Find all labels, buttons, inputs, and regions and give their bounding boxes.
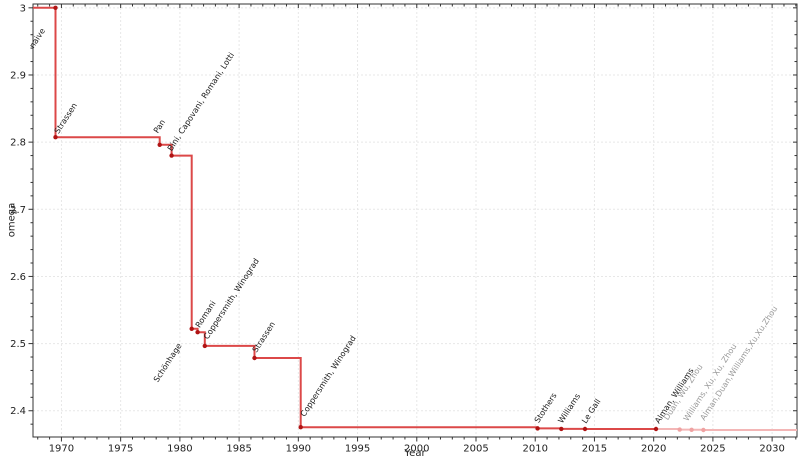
x-tick-label: 2025	[700, 443, 725, 454]
data-point	[53, 5, 58, 10]
x-tick-label: 2020	[641, 443, 666, 454]
data-point-label: Pan	[152, 118, 167, 135]
data-point-label: Strassen	[53, 101, 79, 135]
x-axis-title: Year	[404, 448, 426, 459]
data-point	[677, 427, 682, 432]
x-tick-label: 1985	[226, 443, 251, 454]
data-point	[53, 135, 58, 140]
data-point	[701, 427, 706, 433]
plot-border	[32, 3, 798, 438]
data-point-label: Coppersmith, Winograd	[299, 334, 358, 418]
x-tick-label: 2015	[582, 443, 607, 454]
x-tick-label: 2005	[463, 443, 488, 454]
data-point-label: Alman,Duan,Williams,Xu,Xu,Zhou	[699, 304, 780, 422]
y-axis-title: omega	[6, 202, 18, 238]
data-point	[195, 330, 200, 335]
data-point	[535, 426, 540, 431]
data-point-label: Stothers	[533, 391, 559, 424]
data-point-label: Coppersmith, Winograd	[202, 257, 261, 341]
x-tick-label: 1995	[345, 443, 370, 454]
data-point-label: Williams	[556, 392, 582, 425]
x-tick-label: 2000	[404, 443, 429, 454]
data-point	[298, 425, 303, 430]
data-point	[582, 426, 588, 432]
data-point-label: Strassen	[251, 320, 277, 354]
data-point	[189, 326, 194, 331]
x-tick-label: 1990	[286, 443, 311, 454]
step-line-provisional	[656, 428, 797, 431]
y-tick-label: 2.4	[10, 406, 26, 417]
data-point	[653, 426, 659, 432]
step-line	[33, 6, 656, 430]
y-tick-label: 2.8	[10, 138, 26, 149]
data-point	[559, 426, 564, 432]
data-point	[157, 142, 162, 147]
x-tick-label: 1980	[167, 443, 192, 454]
data-point-label: Le Gall	[580, 397, 602, 425]
x-tick-label: 1970	[49, 443, 74, 454]
data-point-label: naive	[28, 27, 47, 50]
data-point	[202, 343, 207, 349]
y-tick-label: 2.5	[10, 339, 26, 350]
x-tick-label: 2030	[759, 443, 784, 454]
x-tick-label: 1975	[108, 443, 133, 454]
data-point	[252, 355, 257, 361]
data-point	[169, 153, 174, 158]
y-tick-label: 2.6	[10, 272, 26, 283]
y-tick-label: 2.9	[10, 70, 26, 81]
data-point-label: Bini, Capovani, Romani, Lotti	[166, 51, 236, 153]
y-tick-label: 3	[20, 3, 26, 14]
y-tick-label: 2.7	[10, 205, 26, 216]
data-point	[689, 427, 694, 432]
data-point-label: Schönhage	[152, 342, 184, 384]
x-tick-label: 2010	[522, 443, 547, 454]
